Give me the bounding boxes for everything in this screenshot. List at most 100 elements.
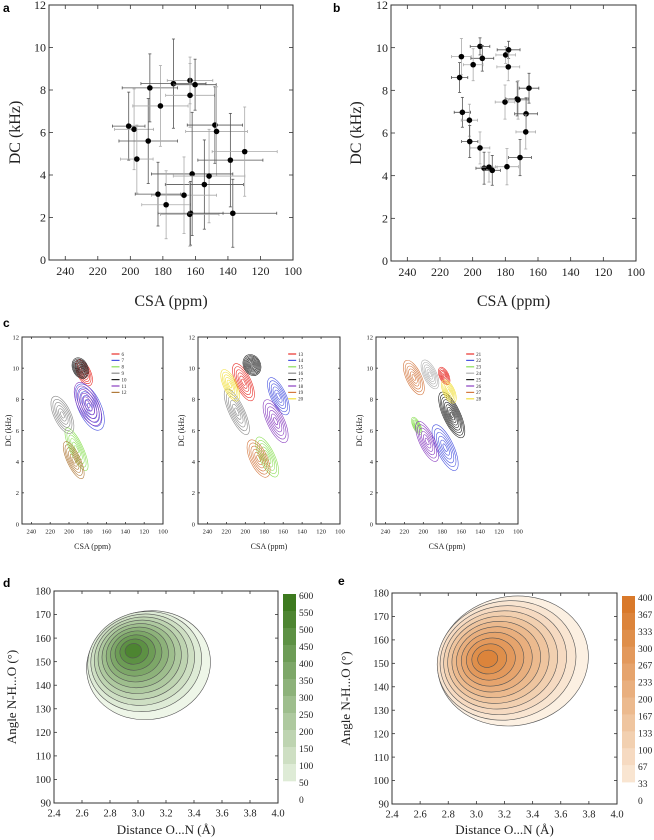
x-tick-label: 180 [437, 529, 447, 536]
x-axis: 240 220 200 180 160 140 120 100 [381, 337, 523, 536]
colorbar-band [283, 645, 296, 663]
contour-line [76, 385, 100, 423]
panel-a: 240 220 200 180 160 140 120 100 0 2 4 6 8 10 12 CSA (pp… [3, 0, 302, 310]
colorbar-label: 33 [638, 780, 648, 790]
contour-series-9 [50, 395, 75, 434]
y-tick-label: 130 [35, 704, 51, 715]
axes-frame [390, 4, 637, 262]
contour-line [425, 366, 435, 382]
y-tick-label: 12 [376, 0, 388, 12]
colorbar-label: 500 [299, 626, 314, 636]
colorbar-label: 600 [299, 592, 314, 602]
contour-line [428, 371, 432, 378]
contour-line [76, 363, 85, 374]
contour-line [77, 364, 84, 372]
x-axis-title: Distance O...N (Å) [455, 822, 554, 837]
colorbar-label: 333 [638, 628, 653, 638]
colorbar-label: 150 [299, 745, 314, 755]
contour-line [248, 361, 256, 369]
contour-line [420, 359, 440, 390]
contour-series-11 [73, 382, 102, 426]
x-tick-label: 2.4 [47, 809, 61, 820]
y-tick-label: 110 [36, 752, 51, 763]
legend-label: 25 [476, 378, 482, 383]
marker [155, 191, 161, 197]
y-axis-title: DC (kHz) [7, 101, 24, 165]
colorbar-band [622, 646, 635, 664]
contour-line [411, 416, 423, 435]
x-tick-label: 200 [418, 529, 428, 536]
x-tick-label: 180 [259, 529, 269, 536]
x-tick-label: 140 [562, 265, 580, 279]
y-tick-label: 10 [367, 365, 374, 372]
colorbar-label: 133 [638, 729, 653, 739]
data-point [495, 148, 519, 186]
x-tick-label: 180 [83, 529, 93, 536]
x-axis: 240 220 200 180 160 140 120 100 [398, 5, 645, 279]
legend-item: 27 [466, 391, 482, 396]
contour-line [52, 399, 73, 431]
x-axis-title: CSA (ppm) [477, 293, 550, 310]
data-point [120, 124, 154, 194]
contour-series-16 [223, 388, 250, 435]
marker [470, 61, 476, 68]
colorbar-band [622, 714, 635, 732]
contour-line [443, 383, 455, 400]
contour-line [244, 356, 260, 374]
x-tick-label: 2.6 [414, 810, 427, 821]
data-point [469, 37, 491, 56]
panel-label: a [3, 1, 10, 15]
x-axis-title: CSA (ppm) [134, 293, 207, 310]
x-tick-label: 200 [464, 265, 482, 279]
x-axis: 2.4 2.6 2.8 3.0 3.2 3.4 3.6 3.8 4.0 [47, 591, 285, 820]
x-tick-label: 3.0 [470, 810, 483, 821]
contour-line [441, 379, 457, 404]
contour-line [232, 363, 255, 402]
contour-line [261, 446, 274, 468]
y-tick-label: 0 [370, 521, 373, 528]
y-tick-label: 0 [40, 253, 46, 267]
legend-label: 13 [298, 353, 304, 358]
plot-area [86, 610, 211, 721]
contour-line [442, 381, 456, 402]
data-point [453, 96, 471, 128]
contour-line [54, 402, 71, 428]
legend-item: 6 [111, 353, 125, 358]
contour-series-13 [232, 363, 255, 402]
data-point [172, 128, 246, 224]
data-point [141, 170, 191, 240]
legend-item: 21 [466, 353, 482, 358]
y-axis-title: DC (kHz) [348, 101, 365, 165]
y-tick-label: 100 [35, 775, 51, 786]
contour-line [447, 389, 451, 394]
x-tick-label: 220 [431, 265, 449, 279]
y-tick-label: 8 [192, 397, 195, 404]
contour-line [75, 362, 86, 375]
colorbar-label: 0 [299, 796, 304, 806]
contour-line [438, 368, 450, 384]
colorbar-label: 100 [299, 762, 314, 772]
y-tick-label: 6 [40, 126, 46, 140]
colorbar-label: 550 [299, 609, 314, 619]
y-tick-label: 10 [189, 365, 196, 372]
marker [227, 157, 234, 163]
contour-line [66, 447, 81, 473]
x-axis: 240 220 200 180 160 140 120 100 [203, 337, 345, 536]
y-tick-label: 8 [382, 84, 388, 98]
contour-line [417, 424, 437, 459]
marker [459, 109, 466, 116]
colorbar-band [622, 680, 635, 698]
contour-line [58, 408, 67, 422]
contour-line [415, 421, 439, 462]
contour-line [439, 394, 464, 436]
data-point [134, 161, 182, 227]
contour-line [440, 439, 450, 456]
marker [522, 129, 529, 135]
marker [504, 163, 510, 170]
x-axis-title: Distance O...N (Å) [117, 822, 216, 837]
